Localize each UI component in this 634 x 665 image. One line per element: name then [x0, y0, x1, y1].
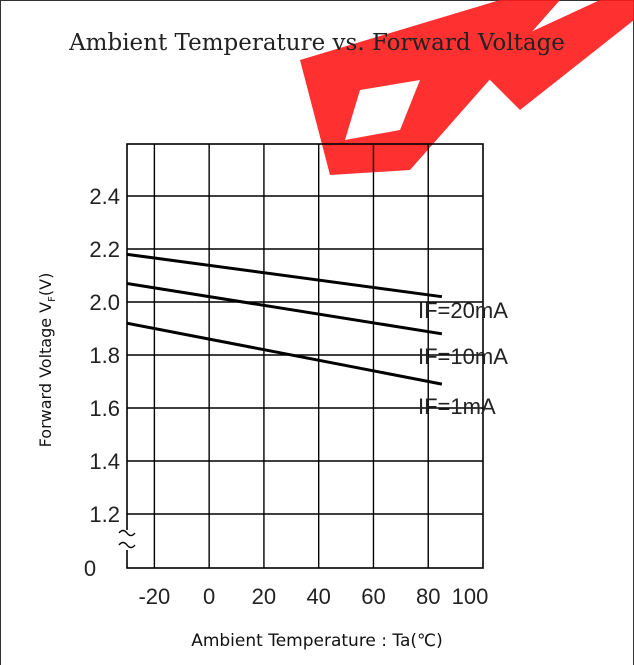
- series-lines: [126, 252, 443, 386]
- axis-break-mark: [118, 541, 136, 549]
- x-tick-label: 40: [306, 584, 330, 609]
- plot-border: [126, 143, 484, 569]
- y-axis-label-prefix: Forward Voltage V: [36, 301, 55, 448]
- watermark-shape: [470, 0, 634, 110]
- series-label-IF=20mA: IF=20mA: [418, 298, 508, 323]
- x-tick-label: 20: [252, 584, 276, 609]
- series-label-IF=10mA: IF=10mA: [418, 344, 508, 369]
- x-tick-label: -20: [138, 584, 170, 609]
- series-line-IF=10mA: [126, 282, 443, 336]
- y-axis-label: Forward Voltage VF(V): [35, 240, 59, 480]
- y-tick-label: 1.8: [89, 343, 120, 368]
- x-tick-label: 80: [416, 584, 440, 609]
- grid: [118, 143, 484, 569]
- y-axis-label-suffix: (V): [36, 272, 55, 297]
- tick-labels: -20 0 20 40 60 80 100 0 1.2 1.4 1.6 1.8 2.0 2.2 2.4: [84, 184, 488, 609]
- y-tick-label: 0: [84, 556, 96, 581]
- y-tick-label: 1.4: [89, 449, 120, 474]
- x-tick-label: 0: [203, 584, 215, 609]
- y-tick-label: 1.2: [89, 502, 120, 527]
- y-tick-label: 2.0: [89, 290, 120, 315]
- y-tick-label: 2.2: [89, 237, 120, 262]
- y-axis-label-sub: F: [47, 296, 59, 302]
- series-line-IF=20mA: [126, 252, 443, 299]
- axis-break-mark: [118, 529, 136, 537]
- y-tick-label: 2.4: [89, 184, 120, 209]
- series-labels: IF=20mA IF=10mA IF=1mA: [418, 298, 508, 419]
- series-line-IF=1mA: [126, 321, 443, 386]
- y-tick-label: 1.6: [89, 396, 120, 421]
- series-label-IF=1mA: IF=1mA: [418, 394, 496, 419]
- x-axis-label: Ambient Temperature : Ta(℃): [191, 631, 443, 651]
- x-tick-label: 100: [452, 584, 489, 609]
- chart-title: Ambient Temperature vs. Forward Voltage: [69, 30, 565, 56]
- watermark-cutout: [345, 80, 420, 140]
- x-tick-label: 60: [361, 584, 385, 609]
